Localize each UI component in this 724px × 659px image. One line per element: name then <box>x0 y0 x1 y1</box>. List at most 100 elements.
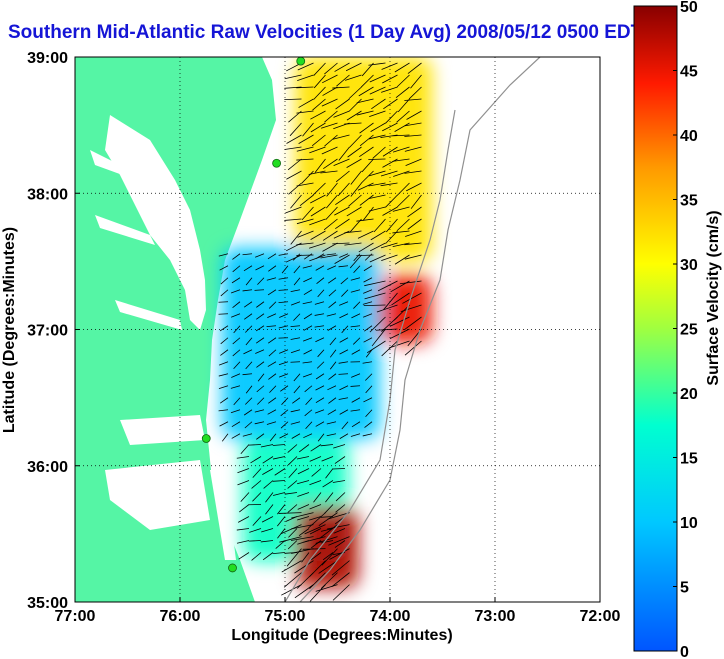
velocity-vector <box>218 373 229 377</box>
velocity-vector <box>385 218 398 233</box>
velocity-vector <box>351 313 361 319</box>
velocity-vector <box>341 421 349 430</box>
y-tick-label: 35:00 <box>27 595 68 612</box>
velocity-vector <box>385 194 398 208</box>
velocity-vector <box>314 409 325 414</box>
x-tick-label: 74:00 <box>370 608 411 625</box>
velocity-vector <box>289 122 302 137</box>
x-tick-label: 75:00 <box>265 608 306 625</box>
velocity-vector <box>256 301 265 308</box>
velocity-vector <box>334 456 346 464</box>
velocity-vector <box>262 552 274 561</box>
river-1 <box>90 150 150 185</box>
velocity-vector <box>309 456 322 462</box>
velocity-vector <box>290 325 301 327</box>
velocity-vector <box>286 170 302 180</box>
velocity-vector <box>368 134 386 140</box>
velocity-vector <box>350 409 361 412</box>
velocity-vector <box>309 528 322 535</box>
velocity-vector <box>320 528 334 532</box>
velocity-vector <box>288 182 302 195</box>
colorbar <box>633 5 678 652</box>
velocity-vector <box>364 421 373 428</box>
velocity-vector <box>287 158 302 171</box>
y-tick-label: 38:00 <box>27 186 68 203</box>
velocity-vector <box>262 468 274 475</box>
velocity-vector <box>298 98 314 108</box>
velocity-vector <box>313 74 326 89</box>
velocity-vector <box>334 540 346 548</box>
velocity-vector <box>382 122 398 132</box>
velocity-vector <box>320 444 334 447</box>
velocity-vector <box>308 170 326 175</box>
velocity-vector <box>335 194 350 206</box>
velocity-vector <box>370 230 386 241</box>
velocity-vector <box>392 134 410 137</box>
velocity-vector <box>371 328 386 347</box>
velocity-vector <box>304 385 313 393</box>
velocity-vector <box>314 313 325 316</box>
velocity-vector <box>349 98 362 112</box>
velocity-vector <box>303 277 313 283</box>
sound-1 <box>120 415 205 445</box>
velocity-vector <box>332 480 346 483</box>
velocity-vector <box>350 385 361 387</box>
velocity-vector <box>266 421 277 425</box>
velocity-vector <box>284 146 302 150</box>
velocity-vector <box>291 433 301 439</box>
velocity-vector <box>345 74 362 81</box>
velocity-vector <box>382 158 398 168</box>
velocity-vector <box>297 492 310 497</box>
velocity-vector <box>309 516 322 521</box>
velocity-vector <box>232 253 241 260</box>
velocity-vector <box>320 122 338 129</box>
velocity-vector <box>256 361 265 368</box>
velocity-vector <box>351 397 361 403</box>
velocity-vector <box>356 110 374 116</box>
velocity-vector <box>313 62 326 76</box>
velocity-vector <box>255 265 265 271</box>
velocity-vector <box>315 421 325 427</box>
velocity-vector <box>392 230 410 234</box>
velocity-vector <box>381 316 398 332</box>
velocity-vector <box>338 373 349 375</box>
velocity-vector <box>385 230 398 244</box>
velocity-vector <box>312 98 326 111</box>
velocity-vector <box>324 110 338 123</box>
velocity-vector <box>322 242 338 252</box>
velocity-vector <box>231 313 241 318</box>
velocity-vector <box>381 86 398 93</box>
velocity-vector <box>383 292 398 310</box>
velocity-vector <box>407 218 422 230</box>
velocity-vector <box>288 468 298 478</box>
velocity-vector <box>310 194 326 204</box>
velocity-vector <box>287 444 298 453</box>
velocity-vector <box>322 552 334 561</box>
velocity-vector <box>301 552 310 563</box>
velocity-vector <box>360 74 374 88</box>
velocity-vector <box>294 584 314 599</box>
velocity-vector <box>279 536 302 543</box>
velocity-vector <box>320 170 338 174</box>
velocity-vector <box>392 242 410 248</box>
velocity-vector <box>328 301 337 308</box>
velocity-vector <box>371 98 386 110</box>
velocity-vector <box>370 122 386 132</box>
colorbar-label: Surface Velocity (cm/s) <box>705 210 722 385</box>
velocity-field <box>222 57 432 589</box>
velocity-vector <box>297 62 314 71</box>
velocity-vector <box>245 277 253 286</box>
river-3 <box>115 300 182 330</box>
velocity-vector <box>255 349 265 354</box>
velocity-vector <box>220 289 229 297</box>
velocity-vector <box>220 277 229 285</box>
velocity-vector <box>381 62 398 70</box>
velocity-vector <box>376 304 398 313</box>
velocity-vector <box>350 289 361 293</box>
velocity-vector <box>335 170 350 183</box>
velocity-vector <box>267 253 277 260</box>
velocity-vector <box>340 277 349 285</box>
velocity-vector <box>349 254 362 269</box>
velocity-vector <box>297 468 310 475</box>
velocity-vector <box>322 230 338 241</box>
